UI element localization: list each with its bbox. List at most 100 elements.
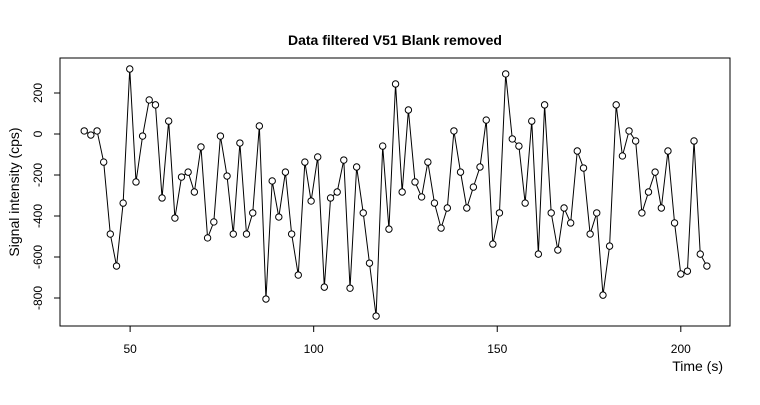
data-point: [579, 164, 588, 172]
data-point: [385, 225, 393, 233]
data-point: [177, 173, 186, 181]
data-point: [593, 209, 601, 217]
data-point: [119, 199, 127, 207]
data-point: [508, 135, 516, 143]
data-point: [469, 183, 478, 191]
data-point: [540, 101, 549, 109]
data-point: [631, 137, 640, 145]
data-point: [417, 193, 426, 201]
x-tick-label: 50: [123, 342, 137, 356]
data-point: [326, 194, 335, 202]
y-tick-label: -600: [31, 245, 45, 269]
data-point: [411, 178, 419, 186]
data-point: [696, 250, 704, 258]
data-point: [132, 178, 140, 186]
x-tick-label: 150: [487, 342, 507, 356]
data-point: [625, 127, 633, 135]
data-point: [236, 139, 244, 147]
data-point: [391, 80, 400, 88]
data-point: [158, 194, 166, 202]
data-point: [534, 250, 543, 258]
data-point: [112, 262, 121, 270]
data-point: [301, 158, 309, 166]
data-point: [262, 295, 270, 303]
data-point: [281, 168, 290, 176]
data-point: [404, 106, 413, 114]
y-axis-label: Signal intensity (cps): [6, 127, 22, 256]
data-point: [126, 65, 134, 73]
y-tick-label: 0: [31, 130, 45, 137]
data-point: [340, 156, 348, 164]
x-axis-label: Time (s): [672, 358, 723, 374]
x-tick-label: 200: [671, 342, 691, 356]
data-point: [547, 209, 555, 217]
data-point: [683, 267, 692, 275]
data-point: [171, 214, 179, 222]
data-point: [210, 218, 218, 226]
data-point: [670, 219, 679, 227]
data-point: [242, 230, 251, 238]
data-point: [690, 137, 698, 145]
data-point: [644, 188, 653, 196]
data-point: [268, 177, 276, 185]
data-point: [314, 153, 322, 161]
y-tick-label: -200: [31, 163, 45, 187]
data-point: [703, 262, 711, 270]
chart-title: Data filtered V51 Blank removed: [288, 32, 502, 48]
data-point: [223, 172, 231, 180]
data-point: [255, 122, 264, 130]
data-point: [249, 209, 257, 217]
data-point: [145, 96, 153, 104]
data-point: [346, 284, 354, 292]
data-point: [638, 209, 646, 217]
data-point: [573, 147, 581, 155]
data-point: [618, 152, 627, 160]
data-point: [599, 291, 607, 299]
data-point: [554, 246, 562, 254]
data-point: [430, 199, 439, 207]
y-tick-label: -400: [31, 204, 45, 228]
data-point: [164, 117, 173, 125]
data-point: [489, 240, 497, 248]
y-tick-label: 200: [31, 83, 45, 103]
data-point: [476, 163, 484, 171]
data-point: [359, 209, 367, 217]
y-tick-label: -800: [31, 286, 45, 310]
data-point: [87, 131, 95, 139]
data-point: [203, 234, 212, 242]
x-tick-label: 100: [304, 342, 324, 356]
data-point: [93, 127, 101, 135]
data-point: [605, 242, 614, 250]
data-point: [612, 101, 620, 109]
data-point: [184, 168, 192, 176]
data-point: [307, 197, 315, 205]
data-point: [352, 163, 361, 171]
data-point: [566, 219, 575, 227]
data-point: [463, 204, 471, 212]
data-point: [294, 271, 302, 279]
data-point: [197, 143, 205, 151]
data-point: [560, 204, 568, 212]
data-point: [586, 230, 594, 238]
data-point: [320, 283, 329, 291]
data-point: [275, 213, 283, 221]
data-point: [664, 147, 672, 155]
data-point: [437, 224, 445, 232]
data-point: [287, 230, 296, 238]
data-point: [424, 158, 432, 166]
data-point: [450, 127, 458, 135]
data-point: [229, 230, 237, 238]
data-point: [657, 204, 666, 212]
data-point: [379, 142, 387, 150]
data-point: [138, 132, 147, 140]
data-point: [456, 168, 465, 176]
data-point: [190, 188, 199, 196]
data-point: [651, 168, 659, 176]
data-point: [99, 158, 108, 166]
data-point: [106, 230, 114, 238]
data-point: [482, 116, 490, 124]
data-point: [372, 312, 380, 320]
